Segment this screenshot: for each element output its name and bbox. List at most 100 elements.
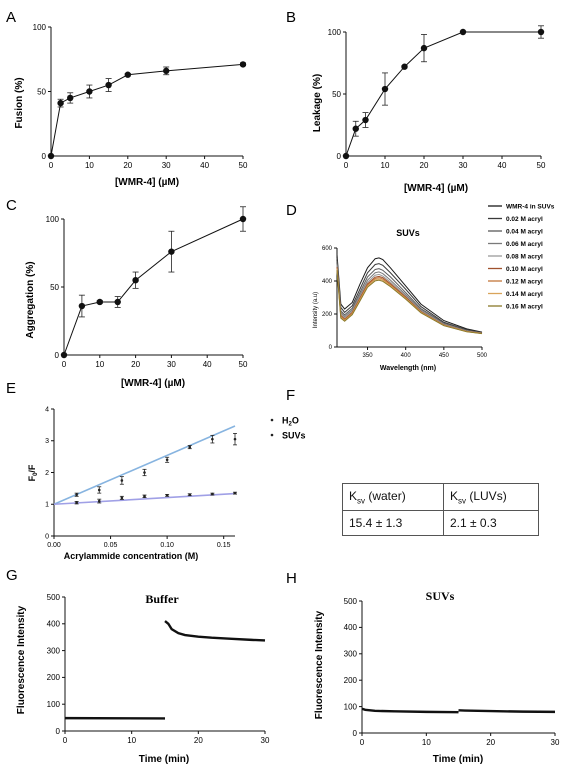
data-point (165, 494, 169, 497)
axes-E: 0.00 0.05 0.10 0.15 0 1 2 3 4 (45, 406, 235, 549)
legend-label: SUVs (282, 431, 306, 441)
stern-volmer-E (53, 425, 237, 506)
ksv-table: Ksv (water) Ksv (LUVs) 15.4 ± 1.3 2.1 ± … (342, 482, 539, 537)
x-tick-label: 50 (537, 161, 546, 170)
x-tick-label: 30 (162, 161, 171, 170)
y-tick-label: 100 (344, 702, 358, 711)
data-point (163, 67, 170, 75)
panel-letter-g: G (6, 567, 18, 584)
y-tick-label: 600 (322, 246, 333, 252)
data-point (381, 85, 389, 93)
panel-c-xlabel: [WMR-4] (µM) (121, 378, 185, 389)
x-tick-label: 0 (344, 161, 349, 170)
x-tick-label: 20 (486, 738, 495, 747)
panel-c-ylabel: Aggregation (%) (25, 261, 36, 338)
legend-label: 0.04 M acryl (506, 229, 543, 236)
fit-line (53, 425, 236, 505)
data-point (143, 495, 146, 498)
data-point (47, 152, 55, 160)
y-tick-label: 0 (337, 152, 342, 161)
data-point (97, 499, 101, 503)
data-point (352, 125, 359, 132)
y-tick-label: 200 (344, 676, 358, 685)
y-tick-label: 100 (33, 23, 47, 32)
data-point (233, 491, 237, 495)
panel-g-title: Buffer (145, 592, 179, 606)
x-tick-label: 20 (420, 161, 429, 170)
data-point (60, 351, 68, 359)
trace-line (361, 707, 459, 714)
data-point (78, 302, 86, 310)
y-tick-label: 50 (50, 283, 59, 292)
legend-label: 0.08 M acryl (506, 254, 543, 261)
x-tick-label: 40 (498, 161, 507, 170)
legend-E: H2O SUVs (270, 416, 306, 441)
y-tick-label: 100 (46, 215, 60, 224)
x-tick-label: 0.05 (104, 542, 118, 549)
spectrum-line (336, 261, 483, 334)
y-tick-label: 300 (344, 650, 358, 659)
y-tick-label: 300 (47, 646, 61, 655)
x-tick-label: 20 (194, 736, 203, 745)
panel-e-ylabel: F0/F (27, 464, 39, 481)
legend-D: WMR-4 in SUVs 0.02 M acryl 0.04 M acryl 0.0… (488, 204, 555, 311)
y-tick-label: 2 (45, 470, 49, 477)
panel-g-xlabel: Time (min) (139, 754, 189, 764)
data-point (75, 493, 78, 497)
data-point (211, 437, 214, 441)
table-header-row: Ksv (water) Ksv (LUVs) (342, 482, 539, 512)
data-point (401, 63, 408, 70)
data-point (132, 277, 139, 284)
x-tick-label: 0 (62, 360, 67, 369)
legend-marker (270, 418, 274, 422)
x-tick-label: 350 (363, 353, 374, 359)
data-point (124, 71, 131, 78)
data-point (420, 44, 428, 52)
x-tick-label: 0 (360, 738, 365, 747)
spectrum-line (336, 265, 483, 334)
y-tick-label: 200 (47, 673, 61, 682)
series-C (60, 206, 247, 359)
panel-letter-d: D (286, 202, 297, 219)
y-tick-label: 200 (322, 312, 333, 318)
data-point (239, 61, 247, 68)
panel-b-ylabel: Leakage (%) (312, 74, 323, 132)
trace-H (361, 707, 556, 714)
x-tick-label: 50 (239, 161, 248, 170)
y-tick-label: 100 (328, 28, 342, 37)
panel-letter-e: E (6, 380, 16, 397)
legend-label: H2O (282, 416, 299, 428)
series-line (63, 218, 244, 356)
y-tick-label: 500 (47, 593, 61, 602)
spectrum-line (336, 254, 483, 333)
y-tick-label: 0 (329, 345, 333, 351)
panel-d-xlabel: Wavelength (nm) (380, 365, 436, 372)
panel-e-xlabel: Acrylammide concentration (M) (64, 551, 199, 561)
data-point (75, 501, 78, 504)
table-header-cell: Ksv (water) (342, 482, 444, 512)
y-tick-label: 0 (45, 533, 49, 540)
data-point (86, 88, 93, 95)
data-point (168, 248, 175, 255)
x-tick-label: 0 (63, 736, 68, 745)
data-point (57, 99, 64, 107)
legend-label: 0.16 M acryl (506, 304, 543, 311)
spectrum-line (336, 269, 483, 334)
legend-label: 0.10 M acryl (506, 266, 543, 273)
trace-G (64, 620, 266, 720)
x-tick-label: 10 (85, 161, 94, 170)
trace-line (458, 709, 556, 714)
data-point (233, 437, 237, 441)
legend-label: WMR-4 in SUVs (506, 204, 555, 211)
data-point (239, 215, 247, 223)
x-tick-label: 400 (401, 353, 412, 359)
panel-a-ylabel: Fusion (%) (14, 77, 25, 128)
axes-D: 350 400 450 500 0 200 400 600 (322, 246, 488, 359)
data-point (537, 28, 545, 36)
panel-letter-c: C (6, 197, 17, 214)
x-tick-label: 20 (123, 161, 132, 170)
spectrum-line (336, 263, 483, 334)
data-point (188, 445, 192, 449)
